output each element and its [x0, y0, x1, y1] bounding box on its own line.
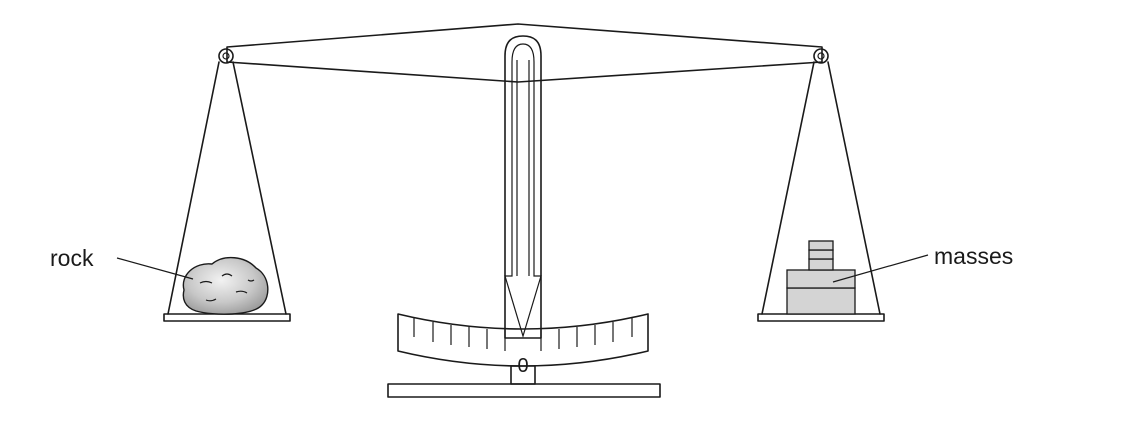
rock-label: rock	[50, 245, 94, 271]
left-pan	[163, 61, 291, 322]
masses	[786, 240, 856, 315]
masses-label: masses	[934, 243, 1013, 269]
scale-ticks	[413, 318, 633, 351]
scale: 0	[397, 313, 649, 377]
masses-leader-line	[832, 254, 929, 283]
beam	[218, 23, 829, 83]
rock	[182, 257, 269, 315]
pointer	[504, 35, 542, 339]
rock-leader-line	[116, 257, 194, 280]
stand	[387, 365, 661, 398]
left-pivot	[218, 48, 234, 64]
right-pivot	[813, 48, 829, 64]
